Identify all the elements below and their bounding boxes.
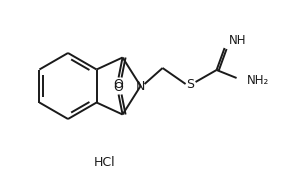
Text: N: N — [136, 79, 145, 92]
Text: NH₂: NH₂ — [247, 73, 269, 87]
Text: NH: NH — [229, 33, 246, 47]
Text: S: S — [187, 77, 195, 90]
Text: O: O — [114, 81, 123, 94]
Text: HCl: HCl — [94, 157, 116, 169]
Text: O: O — [114, 78, 123, 91]
